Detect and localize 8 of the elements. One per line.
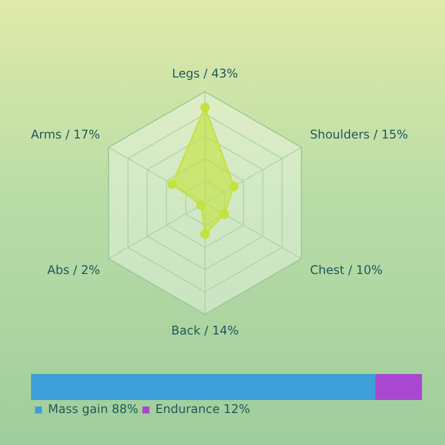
legend-label: Mass gain 88% [48,402,138,416]
spoke-label: Shoulders / 15% [310,127,408,142]
spoke-label: Abs / 2% [47,262,100,277]
spoke-label: Arms / 17% [30,127,100,142]
legend-label: Endurance 12% [155,402,250,416]
spoke-label: Back / 14% [171,324,239,338]
spoke-label: Chest / 10% [310,262,383,277]
spoke-label: Legs / 43% [172,66,238,81]
